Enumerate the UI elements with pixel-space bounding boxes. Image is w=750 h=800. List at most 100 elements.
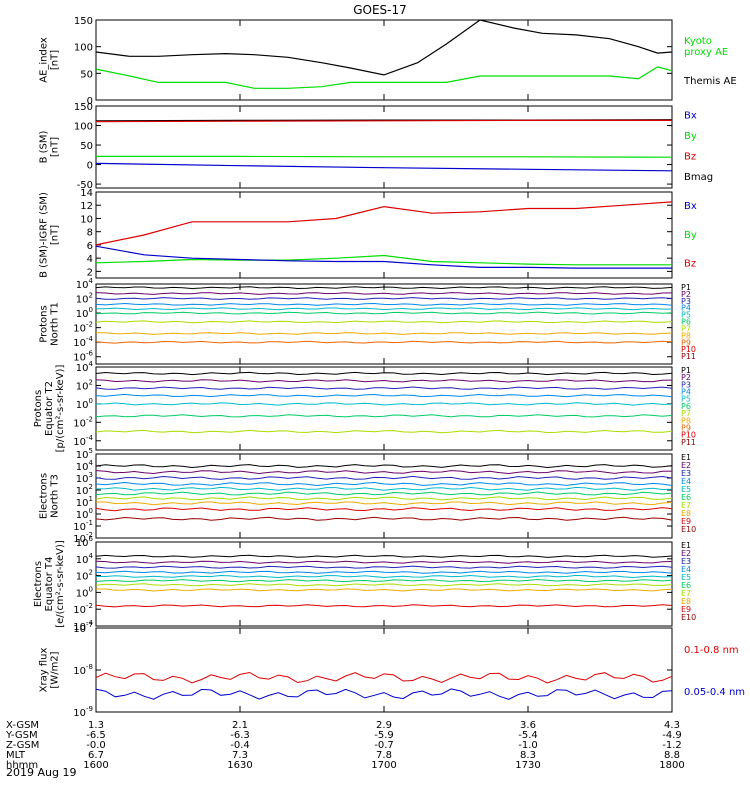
ephem-value: -0.7	[374, 740, 394, 751]
legend-entry: E5	[681, 573, 691, 582]
series-line	[96, 588, 673, 592]
y-axis-label: Equator T4	[44, 557, 55, 612]
legend-entry: P7	[681, 324, 691, 333]
ephem-value: -1.2	[662, 740, 682, 751]
series-line	[96, 574, 673, 579]
series-line	[95, 688, 673, 700]
series-line	[95, 491, 673, 496]
legend-entry: E8	[681, 509, 691, 518]
y-tick-label: 102	[76, 292, 93, 306]
series-line	[95, 302, 673, 306]
legend-entry: E3	[681, 469, 691, 478]
ephem-value: 7.3	[232, 750, 248, 761]
series-line	[95, 671, 673, 684]
y-axis-label: AE_index	[39, 37, 50, 83]
y-tick-label: 2	[87, 267, 93, 278]
series-bx	[95, 162, 673, 172]
series-line	[95, 560, 673, 564]
legend-entry: E10	[681, 525, 696, 534]
legend-entry: E7	[681, 501, 691, 510]
legend-entry: P8	[681, 331, 691, 340]
series-line	[95, 429, 673, 434]
y-tick-label: 10-2	[73, 415, 93, 429]
y-axis-label: North T3	[50, 474, 61, 518]
y-tick-label: 10-8	[73, 663, 93, 677]
ephem-value: -1.0	[518, 740, 538, 751]
y-axis-label: Protons	[39, 305, 50, 342]
legend-entry: Bx	[684, 110, 697, 121]
y-tick-label: 100	[76, 397, 93, 411]
series-kyoto-proxy-ae	[95, 66, 673, 89]
series-line	[95, 570, 673, 574]
ephem-value: 1600	[83, 760, 108, 771]
legend-entry: P9	[681, 423, 691, 432]
legend-entry: P2	[681, 290, 691, 299]
series-line	[95, 386, 673, 390]
series-line	[95, 516, 673, 521]
y-tick-label: 10-2	[73, 602, 93, 616]
legend-entry: E5	[681, 485, 691, 494]
ephem-value: -4.9	[662, 730, 682, 741]
legend-entry: E10	[681, 613, 696, 622]
y-tick-label: 4	[87, 254, 93, 265]
legend-entry: P4	[681, 388, 691, 397]
legend-entry: E7	[681, 589, 691, 598]
panel-xray: 10-7 10-8 10-9 Xray flux [W/m2] 0.1-0.8 nm 0.0…	[39, 621, 746, 719]
ephem-value: -0.4	[230, 740, 250, 751]
series-line	[95, 464, 673, 469]
legend-entry: E9	[681, 517, 691, 526]
y-tick-label: 102	[76, 378, 93, 392]
ephem-row-label: Y-GSM	[5, 730, 38, 741]
y-axis-label: Electrons	[33, 561, 44, 607]
legend-entry: 0.1-0.8 nm	[684, 645, 739, 656]
series-line	[96, 307, 673, 311]
panel-frame	[95, 627, 673, 713]
series-line	[96, 501, 673, 506]
legend-entry: P1	[681, 366, 691, 375]
panel-bsm: -50 0 50 100 150 B (SM) [nT] Bx By Bz Bmag	[39, 102, 714, 191]
series-line	[95, 320, 673, 324]
legend-entry: P8	[681, 416, 691, 425]
y-tick-label: 104	[76, 277, 94, 291]
legend-entry: P6	[681, 402, 691, 411]
y-tick-label: 100	[76, 306, 93, 320]
ephem-value: 3.6	[520, 720, 536, 731]
series-line	[95, 565, 673, 569]
ephem-value: -6.3	[230, 730, 250, 741]
y-axis-label: [e/(cm²-s-sr-keV)]	[55, 540, 66, 628]
y-axis-label: [nT]	[50, 50, 61, 70]
y-axis-label: [W/m2]	[50, 651, 61, 688]
y-tick-label: 100	[76, 585, 93, 599]
series-line	[95, 371, 673, 376]
ephem-value: 1700	[371, 760, 396, 771]
legend-entry: P5	[681, 395, 691, 404]
y-tick-label: 10-4	[73, 335, 93, 349]
series-line	[95, 486, 673, 491]
y-tick-label: 12	[80, 201, 93, 212]
y-axis-label: Equator T2	[44, 381, 55, 436]
legend-entry: P9	[681, 338, 691, 347]
ephem-value: 8.3	[520, 750, 536, 761]
series-line	[96, 332, 673, 335]
ephem-row-label: X-GSM	[6, 720, 39, 731]
series-line	[95, 379, 673, 383]
series-by	[95, 254, 672, 266]
y-axis-label: B (SM)-IGRF (SM)	[39, 192, 50, 278]
y-tick-label: 100	[74, 43, 93, 54]
panel-frame	[95, 366, 673, 451]
ephem-value: 1.3	[88, 720, 104, 731]
ephem-row-label: MLT	[6, 750, 26, 761]
ephem-row-label: Z-GSM	[6, 740, 39, 751]
legend-entry: P6	[681, 318, 691, 327]
legend-entry: Bz	[684, 259, 696, 270]
y-axis-label: North T1	[50, 302, 61, 346]
legend-entry: P10	[681, 345, 696, 354]
y-axis-label: [nT]	[50, 137, 61, 157]
series-line	[95, 554, 673, 558]
legend-entry: proxy AE	[684, 47, 728, 58]
